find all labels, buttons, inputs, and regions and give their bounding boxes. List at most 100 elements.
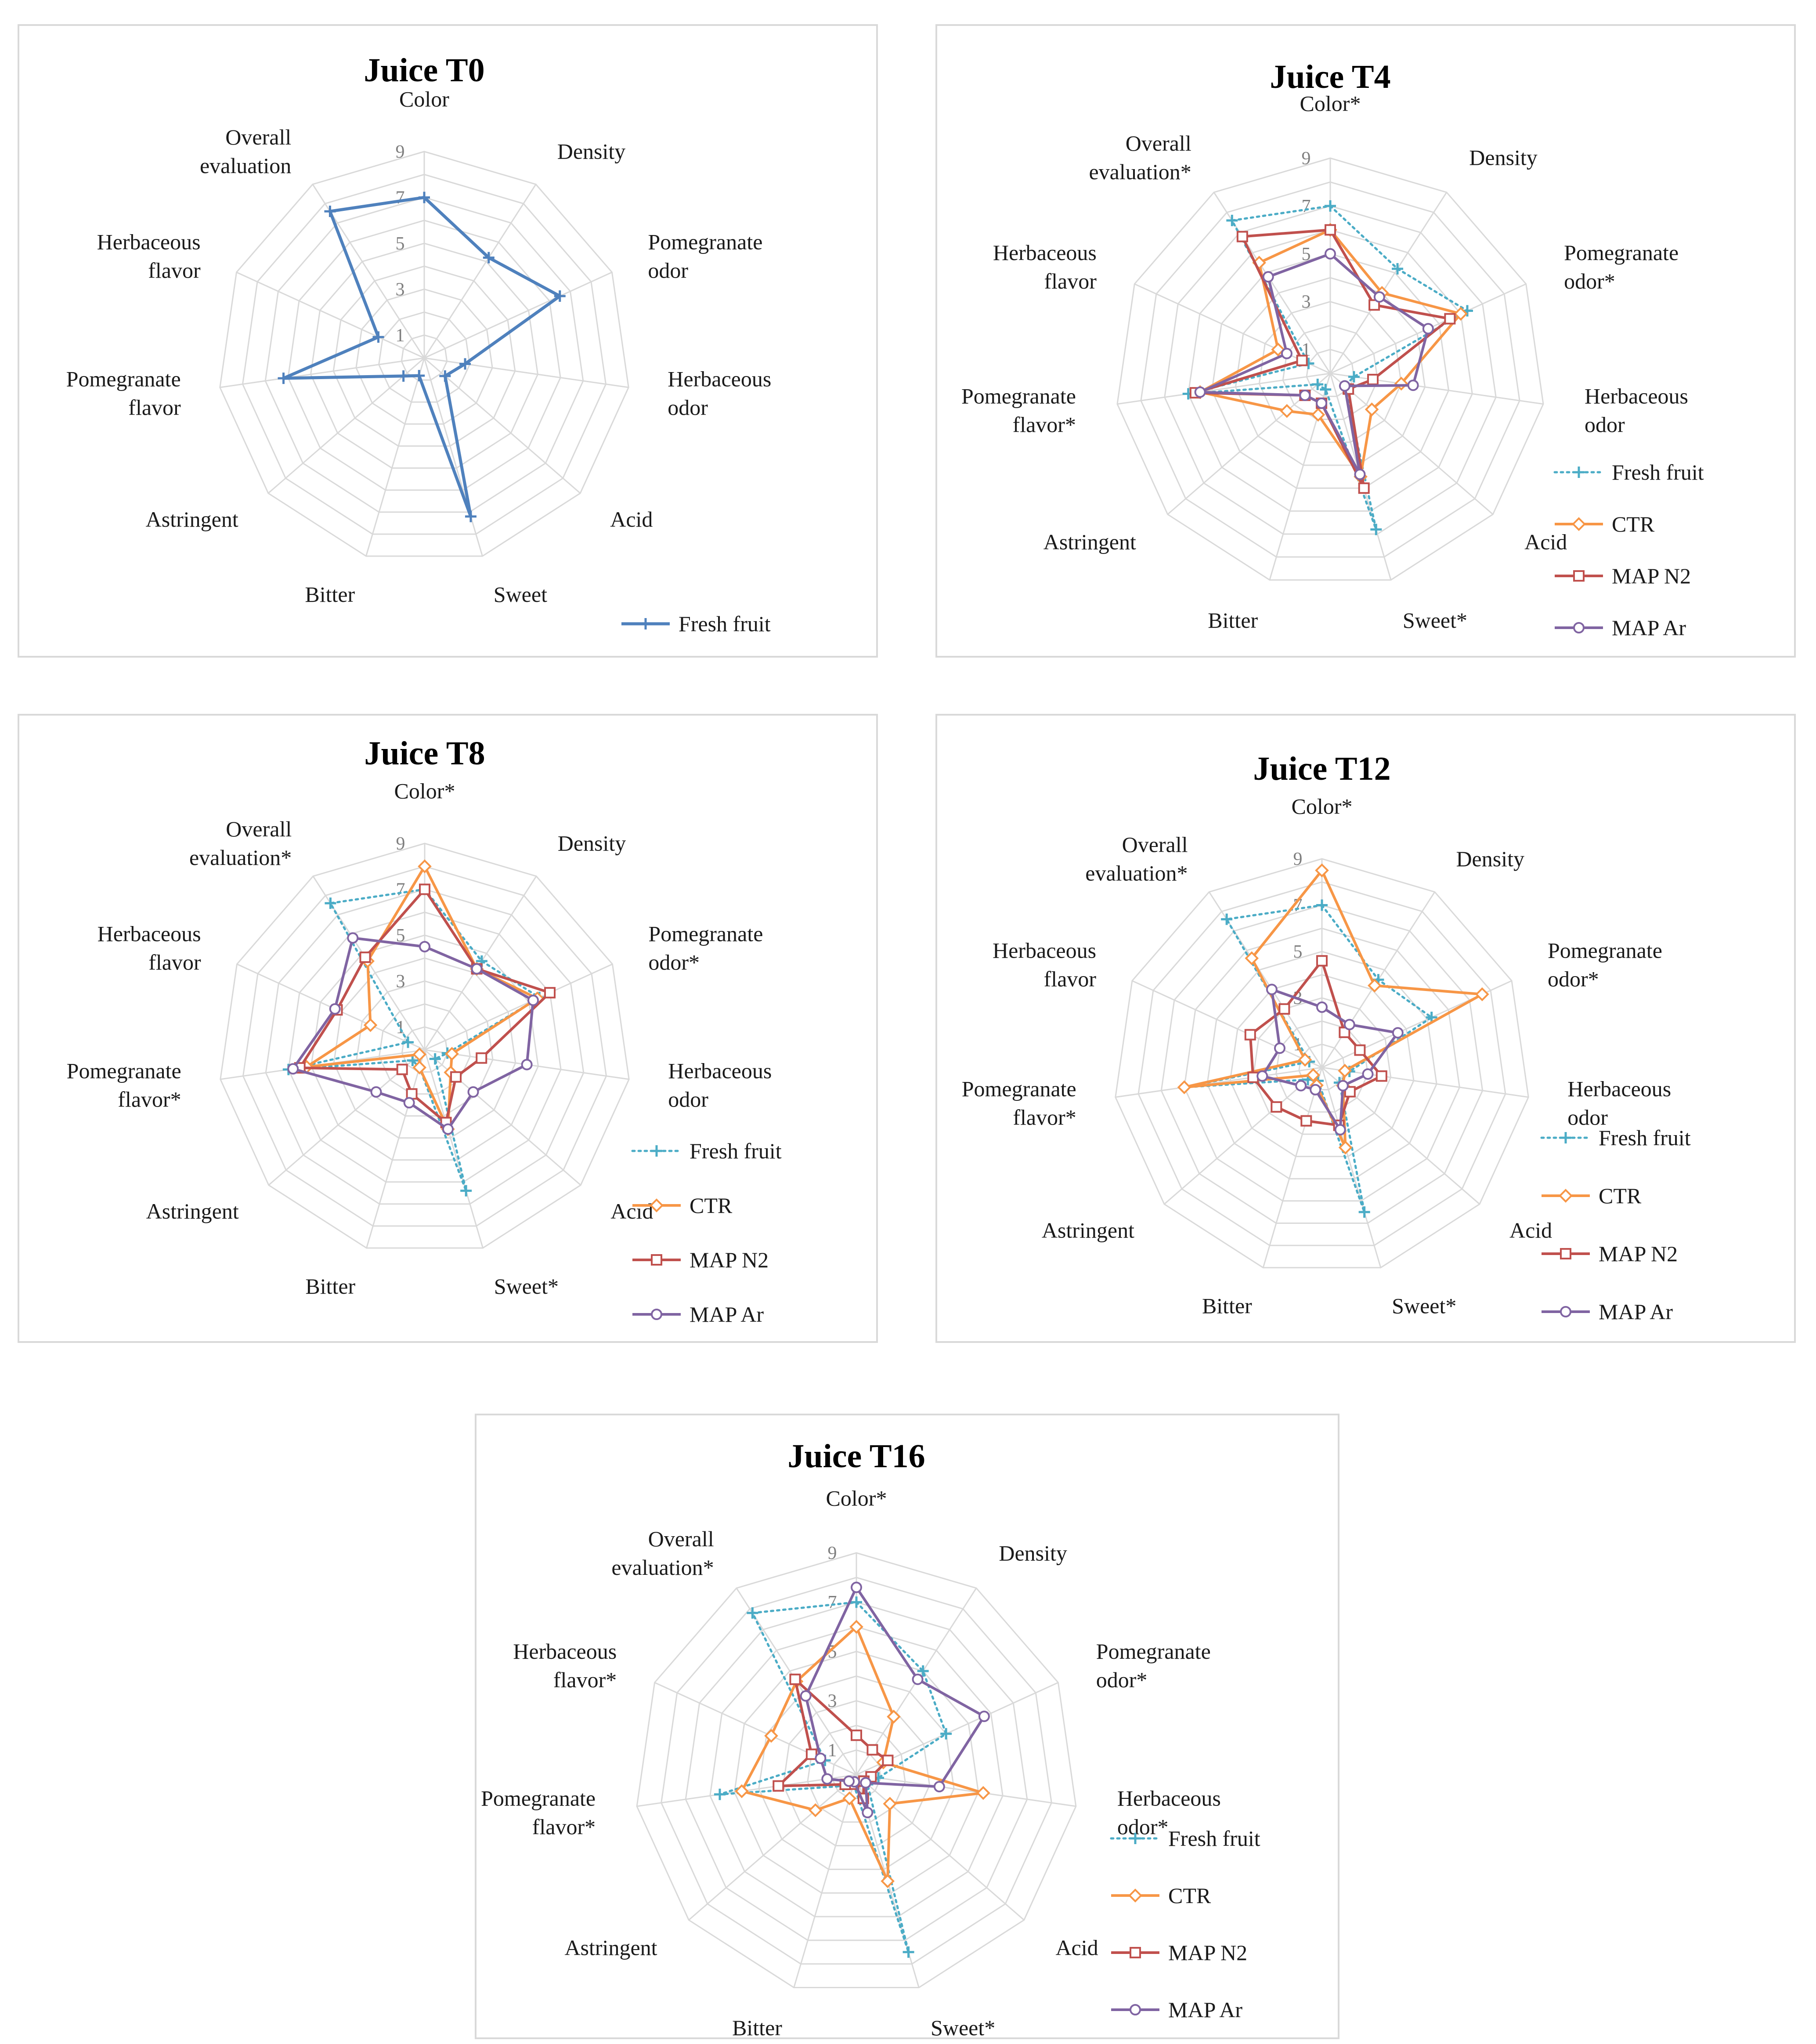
series-line-fresh-fruit bbox=[282, 195, 562, 518]
axis-label-acid: Acid bbox=[610, 1199, 653, 1223]
series-line-map-ar bbox=[1261, 988, 1399, 1131]
legend-item-map-n2: MAP N2 bbox=[1555, 564, 1691, 588]
legend: Fresh fruit CTR MAP N2 MAP Ar bbox=[1110, 1826, 1260, 2022]
axis-label-pomegranate-odor: Pomegranate odor* bbox=[648, 921, 763, 974]
axis-label-color: Color* bbox=[394, 779, 455, 803]
series-map-ar bbox=[800, 1581, 990, 1819]
data-point-ctr-density bbox=[887, 1710, 901, 1724]
grid-ring bbox=[333, 957, 516, 1139]
legend: Fresh fruit CTR MAP N2 MAP Ar bbox=[1553, 460, 1704, 640]
data-point-map-ar-herbaceous-odor bbox=[933, 1781, 945, 1793]
legend-label: MAP N2 bbox=[1168, 1940, 1247, 1965]
data-point-map-n2-color bbox=[1316, 955, 1328, 967]
data-point-map-n2-pomegranate-odor bbox=[882, 1755, 894, 1766]
legend-marker bbox=[640, 618, 651, 629]
data-point-map-n2-herbaceous-flavor bbox=[1296, 355, 1308, 366]
grid-ring bbox=[355, 288, 493, 425]
data-point-ctr-pomegranate-flavor bbox=[1177, 1080, 1191, 1094]
data-point-map-ar-pomegranate-flavor bbox=[287, 1063, 299, 1075]
data-point-fresh-fruit-overall-evaluation bbox=[324, 206, 336, 217]
grid-ring bbox=[1164, 205, 1497, 535]
legend-label: Fresh fruit bbox=[690, 1139, 782, 1163]
axis-label-herbaceous-flavor: Herbaceous flavor bbox=[97, 921, 201, 974]
data-point-fresh-fruit-density bbox=[483, 252, 495, 264]
grid-ring bbox=[636, 1552, 1077, 1988]
grid-ring bbox=[332, 265, 516, 447]
grid-ring bbox=[1137, 881, 1506, 1246]
axis-label-overall-evaluation: Overall evaluation bbox=[200, 125, 291, 178]
grid-spoke bbox=[366, 1049, 426, 1248]
grid-ring bbox=[758, 1675, 955, 1870]
legend: Fresh fruit bbox=[621, 611, 771, 636]
data-point-map-n2-sweet bbox=[1358, 482, 1370, 494]
axis-label-astringent: Astringent bbox=[146, 507, 238, 532]
data-point-fresh-fruit-overall-evaluation bbox=[325, 897, 336, 909]
chart-title: Juice T16 bbox=[787, 1438, 925, 1475]
data-point-ctr-density bbox=[1368, 978, 1382, 993]
axis-label-pomegranate-odor: Pomegranate odor* bbox=[1564, 240, 1679, 293]
legend-marker bbox=[1560, 1248, 1571, 1259]
legend-item-map-n2: MAP N2 bbox=[1542, 1241, 1678, 1266]
data-point-map-ar-overall-evaluation bbox=[1266, 984, 1278, 995]
legend-marker bbox=[1573, 570, 1585, 582]
grid-spoke bbox=[1330, 373, 1494, 515]
legend-label: CTR bbox=[1168, 1883, 1211, 1908]
panel-frame bbox=[18, 24, 878, 658]
axis-label-herbaceous-flavor: Herbaceous flavor bbox=[993, 240, 1097, 293]
axis-labels: Color* Density Pomegranate odor* Herbaceous o… bbox=[481, 1486, 1221, 2040]
legend-marker bbox=[650, 1198, 664, 1212]
legend-item-map-ar: MAP Ar bbox=[1542, 1299, 1673, 1324]
panel-frame bbox=[935, 24, 1796, 658]
axis-label-overall-evaluation: Overall evaluation* bbox=[611, 1527, 714, 1580]
grid-spoke bbox=[1115, 1067, 1322, 1098]
grid-ring bbox=[356, 980, 494, 1117]
chart-title: Juice T4 bbox=[1270, 58, 1390, 95]
data-point-fresh-fruit-overall-evaluation bbox=[747, 1607, 758, 1619]
data-point-ctr-astringent bbox=[412, 1047, 426, 1062]
series-map-ar bbox=[1194, 248, 1434, 480]
grid-spoke bbox=[856, 1774, 1076, 1807]
axis-label-overall-evaluation: Overall evaluation* bbox=[189, 817, 292, 870]
axis-label-pomegranate-odor: Pomegranate odor* bbox=[1096, 1639, 1211, 1692]
axis-label-herbaceous-flavor: Herbaceous flavor* bbox=[513, 1639, 617, 1692]
axis-label-pomegranate-flavor: Pomegranate flavor* bbox=[67, 1059, 181, 1112]
axis-label-herbaceous-flavor: Herbaceous flavor bbox=[97, 229, 201, 282]
axis-labels: Color Density Pomegranate odor Herbaceous odo… bbox=[66, 87, 772, 607]
grid-spoke bbox=[1262, 1067, 1323, 1268]
data-point-ctr-pomegranate-flavor bbox=[735, 1784, 749, 1798]
tick-label: 7 bbox=[396, 188, 405, 208]
legend-item-fresh-fruit: Fresh fruit bbox=[1540, 1125, 1691, 1150]
data-point-ctr-sweet bbox=[1338, 1140, 1353, 1155]
series-map-ar bbox=[287, 932, 539, 1135]
data-point-map-ar-acid bbox=[860, 1777, 872, 1789]
axis-label-bitter: Bitter bbox=[1208, 608, 1258, 633]
data-point-map-n2-overall-evaluation bbox=[789, 1673, 801, 1685]
grid-ring bbox=[379, 1003, 471, 1095]
data-point-fresh-fruit-pomegranate-flavor bbox=[278, 373, 289, 384]
legend-marker bbox=[1572, 517, 1586, 531]
legend-marker bbox=[1573, 622, 1585, 633]
axis-label-pomegranate-odor: Pomegranate odor* bbox=[1548, 938, 1662, 991]
legend-item-ctr: CTR bbox=[1111, 1883, 1211, 1908]
axis-label-astringent: Astringent bbox=[1042, 1218, 1134, 1242]
legend-label: MAP N2 bbox=[1612, 564, 1691, 588]
legend-label: MAP N2 bbox=[1599, 1241, 1678, 1266]
grid-ring bbox=[782, 1700, 931, 1846]
data-point-fresh-fruit-herbaceous-odor bbox=[1348, 371, 1360, 383]
data-point-map-ar-pomegranate-flavor bbox=[821, 1773, 833, 1785]
grid-ring bbox=[310, 242, 539, 469]
grid-ring bbox=[1160, 904, 1484, 1224]
data-point-map-ar-pomegranate-odor bbox=[1422, 323, 1434, 335]
grid-ring bbox=[1258, 301, 1402, 443]
legend-marker bbox=[1560, 1132, 1571, 1143]
grid-spoke bbox=[423, 358, 483, 557]
panel-frame bbox=[475, 1414, 1339, 2039]
grid-spoke bbox=[1321, 1067, 1382, 1268]
data-point-ctr-bitter bbox=[842, 1791, 857, 1805]
chart-title: Juice T0 bbox=[364, 52, 484, 89]
data-point-map-n2-astringent bbox=[1271, 1101, 1282, 1113]
panel-frame bbox=[18, 714, 878, 1343]
grid-spoke bbox=[424, 1049, 484, 1248]
data-point-map-ar-pomegranate-flavor bbox=[1194, 386, 1206, 398]
legend-item-map-ar: MAP Ar bbox=[1555, 615, 1686, 640]
